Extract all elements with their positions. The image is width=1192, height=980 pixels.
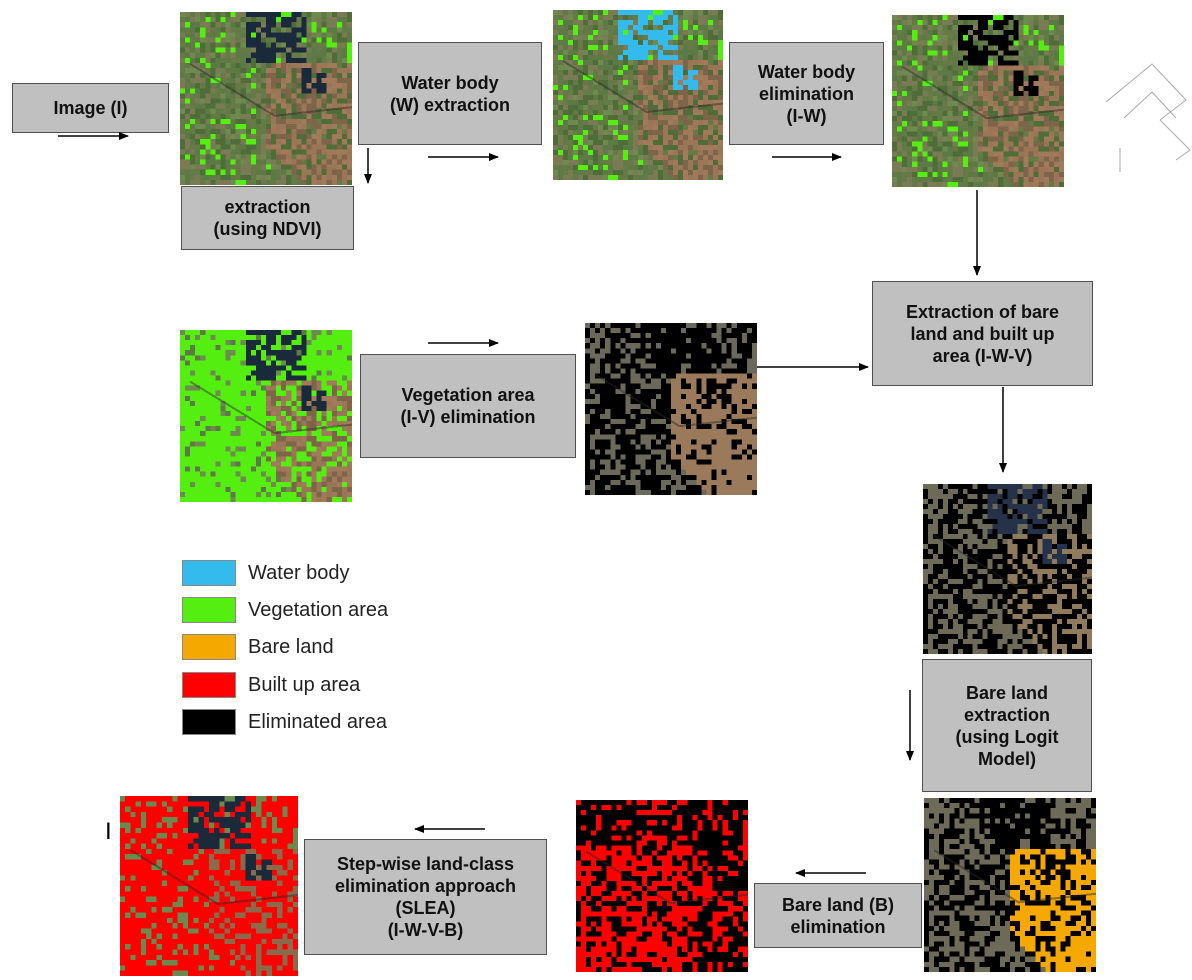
image-vegetation xyxy=(180,330,352,502)
legend-label-built-up: Built up area xyxy=(248,674,361,696)
legend-swatch-bare-land xyxy=(182,634,236,660)
legend-item-water: Water body xyxy=(182,560,442,588)
image-original xyxy=(180,12,352,185)
legend-item-eliminated: Eliminated area xyxy=(182,709,442,737)
legend-label-water: Water body xyxy=(248,562,350,584)
slea-box: Step-wise land-class elimination approac… xyxy=(304,839,547,955)
bare-extraction-logit-box: Bare land extraction (using Logit Model) xyxy=(922,659,1092,792)
veg-extraction-box: extraction (using NDVI) xyxy=(181,186,354,250)
legend-item-vegetation: Vegetation area xyxy=(182,597,442,625)
water-extraction-box: Water body (W) extraction xyxy=(358,42,542,145)
image-water-eliminated xyxy=(892,15,1064,187)
legend-swatch-eliminated xyxy=(182,709,236,735)
bare-built-extraction-box: Extraction of bare land and built up are… xyxy=(872,281,1093,386)
water-elimination-box: Water body elimination (I-W) xyxy=(729,42,884,145)
legend-label-eliminated: Eliminated area xyxy=(248,711,387,733)
legend-item-built-up: Built up area xyxy=(182,672,442,700)
legend-label-vegetation: Vegetation area xyxy=(248,599,389,621)
image-bare-extracted xyxy=(924,798,1096,972)
image-input-box: Image (I) xyxy=(12,83,169,133)
bare-elimination-box: Bare land (B) elimination xyxy=(754,883,922,948)
stray-text-mark: I xyxy=(105,818,112,845)
decorative-outline xyxy=(1105,63,1191,172)
legend-swatch-water xyxy=(182,560,236,586)
veg-elimination-box: Vegetation area (I-V) elimination xyxy=(360,354,576,458)
image-veg-eliminated xyxy=(585,323,757,495)
legend-label-bare-land: Bare land xyxy=(248,636,334,658)
image-water-extracted xyxy=(553,10,723,180)
legend-swatch-built-up xyxy=(182,672,236,698)
image-slea-result xyxy=(120,796,298,976)
legend-swatch-vegetation xyxy=(182,597,236,623)
image-built-up xyxy=(576,800,748,972)
image-bare-built xyxy=(923,484,1092,654)
legend-item-bare-land: Bare land xyxy=(182,634,442,662)
